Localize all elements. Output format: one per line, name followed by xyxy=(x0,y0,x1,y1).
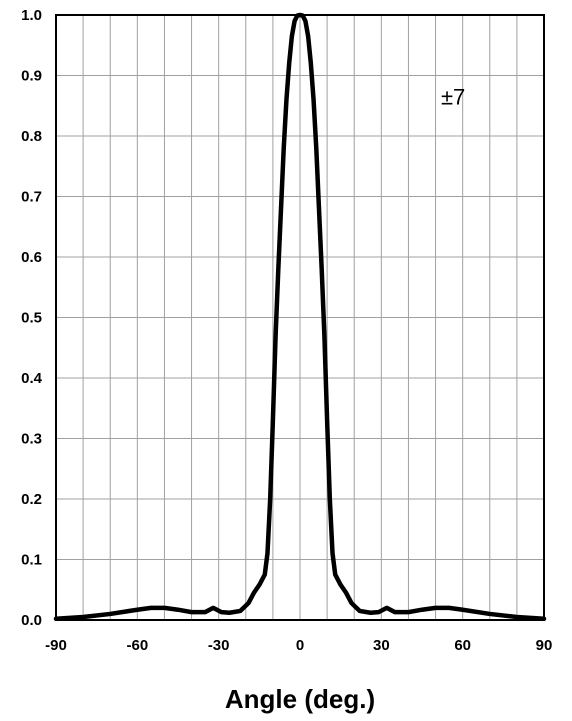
x-axis-title: Angle (deg.) xyxy=(225,684,375,714)
x-tick-label: -60 xyxy=(126,637,148,654)
y-tick-label: 0.4 xyxy=(21,370,43,387)
x-tick-label: 60 xyxy=(454,637,471,654)
y-tick-label: 0.1 xyxy=(21,552,42,569)
y-axis-ticks: 0.0 0.1 0.2 0.3 0.4 0.5 0.6 0.7 0.8 0.9 1.0 xyxy=(21,7,43,629)
y-tick-label: 0.2 xyxy=(21,491,42,508)
y-tick-label: 0.5 xyxy=(21,310,42,327)
y-tick-label: 0.9 xyxy=(21,68,42,85)
x-tick-label: 90 xyxy=(536,637,553,654)
plot-frame xyxy=(55,14,545,621)
y-tick-label: 0.7 xyxy=(21,189,42,206)
y-tick-label: 0.6 xyxy=(21,249,42,266)
x-tick-label: 30 xyxy=(373,637,390,654)
y-tick-label: 0.0 xyxy=(21,612,42,629)
y-tick-label: 1.0 xyxy=(21,7,42,24)
x-axis-ticks: -90 -60 -30 0 30 60 90 xyxy=(45,637,552,654)
y-tick-label: 0.3 xyxy=(21,431,42,448)
x-tick-label: -90 xyxy=(45,637,67,654)
plot-annotation: ±7 xyxy=(441,85,465,110)
grid xyxy=(55,14,545,621)
x-tick-label: 0 xyxy=(296,637,304,654)
y-tick-label: 0.8 xyxy=(21,128,42,145)
x-tick-label: -30 xyxy=(208,637,230,654)
